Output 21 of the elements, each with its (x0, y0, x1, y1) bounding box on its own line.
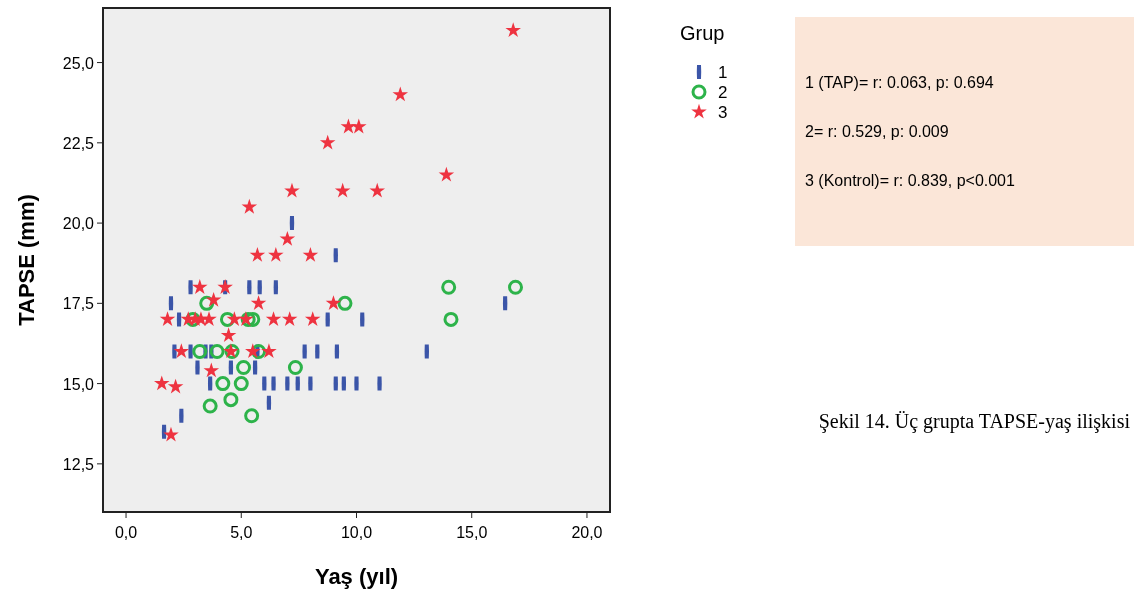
x-tick-label: 10,0 (340, 524, 373, 541)
x-tick-label: 15,0 (456, 524, 488, 541)
text: Şekil 14. Üç grupta TAPSE-yaş ilişkisi (818, 410, 1131, 433)
text: 1 (TAP)= r: 0.063, p: 0.694 (805, 74, 994, 91)
text: 2= r: 0.529, p: 0.009 (805, 123, 949, 140)
legend-title: Grup (680, 22, 725, 44)
x-tick-label: 5,0 (230, 524, 253, 541)
y-tick-label: 22,5 (62, 134, 95, 152)
y-axis-title: TAPSE (mm) (14, 194, 39, 326)
text: 3 (Kontrol)= r: 0.839, p<0.001 (805, 172, 1016, 189)
legend-label: 1 (718, 63, 728, 82)
y-tick-label: 25,0 (62, 54, 95, 72)
y-tick-label: 20,0 (62, 215, 95, 233)
y-tick-label: 15,0 (62, 375, 95, 393)
x-axis-title: Yaş (yıl) (314, 564, 399, 589)
legend-label: 2 (718, 83, 728, 102)
y-tick-label: 12,5 (62, 455, 95, 473)
x-tick-label: 20,0 (571, 524, 603, 541)
y-tick-label: 17,5 (62, 295, 95, 313)
legend-label: 3 (718, 103, 728, 122)
x-tick-label: 0,0 (114, 524, 138, 541)
